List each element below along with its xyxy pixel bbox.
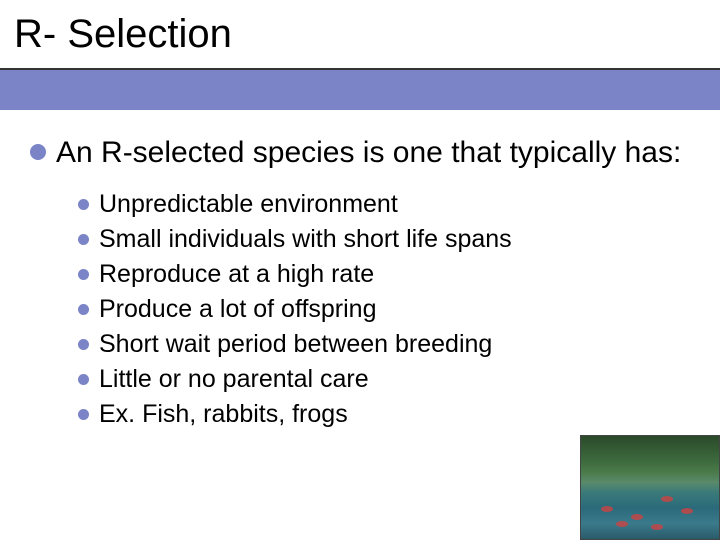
fish-icon (681, 508, 693, 514)
list-item: Short wait period between breeding (78, 330, 690, 359)
list-item: Ex. Fish, rabbits, frogs (78, 400, 690, 429)
list-item-text: Small individuals with short life spans (99, 225, 512, 254)
bullet-icon (78, 304, 89, 315)
list-item: Unpredictable environment (78, 190, 690, 219)
bullet-icon (78, 269, 89, 280)
list-item: Little or no parental care (78, 365, 690, 394)
main-bullet: An R-selected species is one that typica… (30, 134, 690, 172)
bullet-icon (78, 199, 89, 210)
list-item-text: Ex. Fish, rabbits, frogs (99, 400, 348, 429)
list-item: Small individuals with short life spans (78, 225, 690, 254)
fish-icon (616, 521, 628, 527)
bullet-icon (78, 374, 89, 385)
fish-icon (601, 506, 613, 512)
fish-icon (661, 496, 673, 502)
list-item-text: Unpredictable environment (99, 190, 398, 219)
main-bullet-text: An R-selected species is one that typica… (56, 134, 681, 172)
accent-band (0, 70, 720, 110)
title-bar: R- Selection (0, 0, 720, 70)
list-item-text: Reproduce at a high rate (99, 260, 374, 289)
slide-title: R- Selection (14, 12, 232, 57)
bullet-icon (78, 234, 89, 245)
list-item-text: Short wait period between breeding (99, 330, 492, 359)
content-area: An R-selected species is one that typica… (0, 110, 720, 429)
bullet-icon (78, 409, 89, 420)
fish-icon (651, 524, 663, 530)
list-item: Produce a lot of offspring (78, 295, 690, 324)
list-item: Reproduce at a high rate (78, 260, 690, 289)
sub-bullet-list: Unpredictable environment Small individu… (30, 190, 690, 429)
fish-stream-image (580, 435, 720, 540)
fish-icon (631, 514, 643, 520)
bullet-icon (30, 144, 46, 160)
list-item-text: Little or no parental care (99, 365, 369, 394)
list-item-text: Produce a lot of offspring (99, 295, 377, 324)
bullet-icon (78, 339, 89, 350)
